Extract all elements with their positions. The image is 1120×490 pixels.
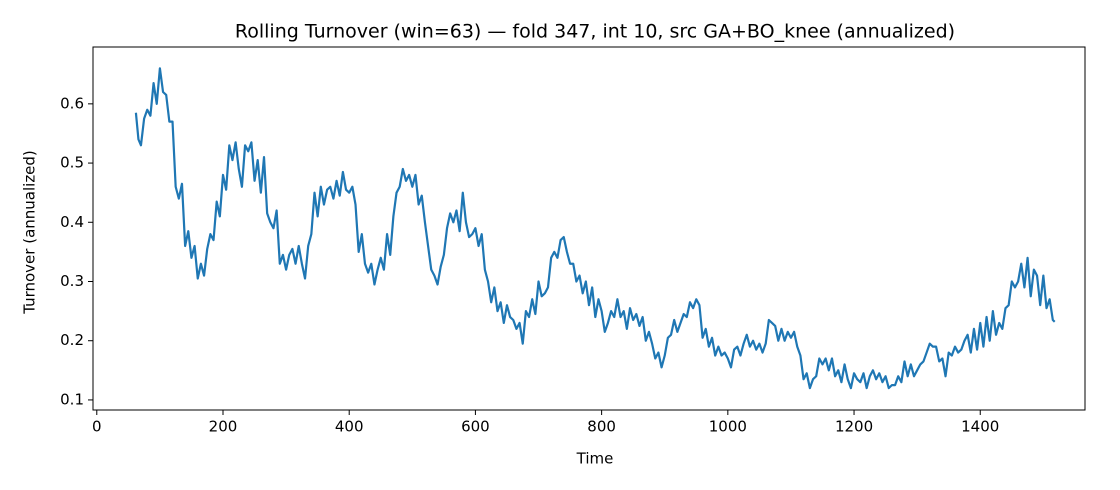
- y-axis-label: Turnover (annualized): [21, 150, 39, 315]
- y-tick-label: 0.3: [60, 272, 84, 290]
- x-tick-label: 600: [461, 418, 490, 436]
- x-tick-label: 1200: [835, 418, 873, 436]
- x-tick-label: 1000: [709, 418, 747, 436]
- line: [134, 67, 1056, 390]
- chart-title: Rolling Turnover (win=63) — fold 347, in…: [235, 21, 955, 43]
- axes-frame: [92, 46, 1086, 411]
- y-tick-label: 0.6: [60, 94, 84, 112]
- y-tick-label: 0.2: [60, 331, 84, 349]
- x-tick-label: 0: [92, 418, 102, 436]
- y-tick-label: 0.1: [60, 390, 84, 408]
- x-tick-label: 800: [587, 418, 616, 436]
- x-tick-label: 1400: [961, 418, 999, 436]
- x-tick-label: 400: [335, 418, 364, 436]
- y-tick-label: 0.5: [60, 154, 84, 172]
- y-tick-label: 0.4: [60, 213, 84, 231]
- x-axis-label: Time: [576, 450, 614, 468]
- x-tick-label: 200: [209, 418, 238, 436]
